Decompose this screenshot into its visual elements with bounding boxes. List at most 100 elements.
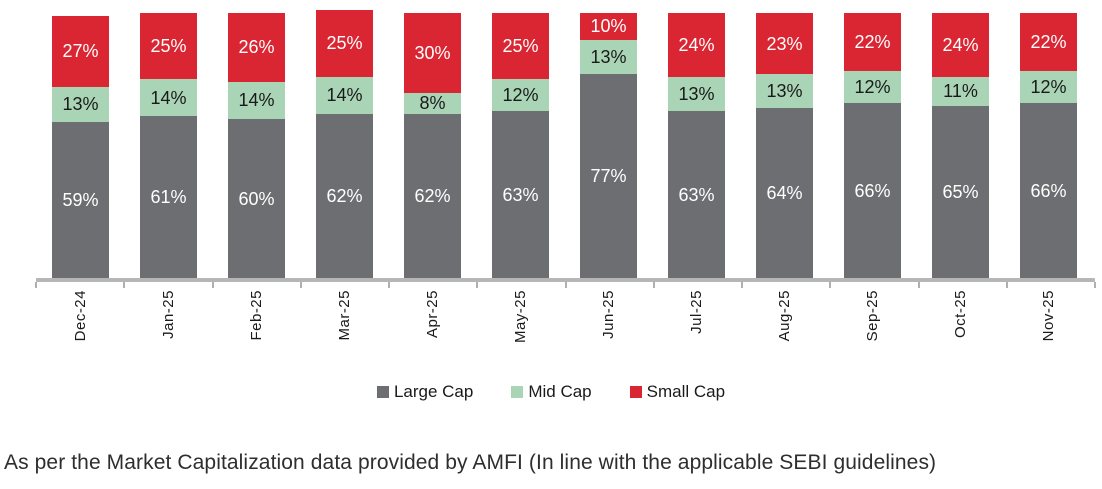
x-label-dec-24: Dec-24 xyxy=(72,290,89,342)
bar-sep-25: 22% 12% 66% xyxy=(844,13,901,278)
segment-small-cap-jul-25: 24% xyxy=(668,13,725,77)
segment-value-label: 30% xyxy=(414,42,451,63)
segment-mid-cap-oct-25: 11% xyxy=(932,76,989,106)
bar-jul-25: 24% 13% 63% xyxy=(668,13,725,278)
legend-item-large-cap: Large Cap xyxy=(376,382,473,402)
segment-mid-cap-dec-24: 13% xyxy=(52,87,109,122)
segment-value-label: 14% xyxy=(150,87,187,108)
axis-tick xyxy=(476,282,479,288)
x-label-cell: Jun-25 xyxy=(580,290,637,368)
segment-value-label: 25% xyxy=(502,36,539,57)
x-label-oct-25: Oct-25 xyxy=(952,290,969,339)
segment-value-label: 12% xyxy=(854,77,891,98)
legend-item-small-cap: Small Cap xyxy=(629,382,726,402)
x-label-cell: Dec-24 xyxy=(52,290,109,368)
segment-large-cap-jun-25: 77% xyxy=(580,73,637,278)
segment-value-label: 66% xyxy=(854,180,891,201)
segment-small-cap-mar-25: 25% xyxy=(316,10,373,77)
x-label-cell: Oct-25 xyxy=(932,290,989,368)
x-label-cell: Jul-25 xyxy=(668,290,725,368)
axis-tick xyxy=(299,282,302,288)
segment-value-label: 13% xyxy=(766,81,803,102)
x-label-may-25: May-25 xyxy=(512,290,529,344)
x-label-cell: Apr-25 xyxy=(404,290,461,368)
legend-swatch-mid-cap xyxy=(511,386,524,398)
x-label-cell: Nov-25 xyxy=(1020,290,1077,368)
x-label-apr-25: Apr-25 xyxy=(424,290,441,339)
segment-value-label: 14% xyxy=(238,90,275,111)
segment-value-label: 27% xyxy=(62,41,99,62)
x-label-cell: Mar-25 xyxy=(316,290,373,368)
segment-large-cap-jan-25: 61% xyxy=(140,116,197,278)
bar-feb-25: 26% 14% 60% xyxy=(228,13,285,278)
legend-swatch-small-cap xyxy=(629,386,642,398)
segment-small-cap-jun-25: 10% xyxy=(580,13,637,40)
segment-value-label: 12% xyxy=(502,85,539,106)
segment-large-cap-jul-25: 63% xyxy=(668,111,725,278)
bar-jun-25: 10% 13% 77% xyxy=(580,13,637,278)
segment-value-label: 23% xyxy=(766,33,803,54)
x-label-jun-25: Jun-25 xyxy=(600,290,617,339)
segment-value-label: 63% xyxy=(678,184,715,205)
legend-label-mid-cap: Mid Cap xyxy=(528,382,592,401)
segment-value-label: 66% xyxy=(1030,180,1067,201)
segment-value-label: 8% xyxy=(419,93,446,114)
segment-value-label: 22% xyxy=(1030,32,1067,53)
axis-tick xyxy=(1094,282,1096,288)
x-label-cell: Feb-25 xyxy=(228,290,285,368)
bar-mar-25: 25% 14% 62% xyxy=(316,10,373,278)
segment-value-label: 13% xyxy=(62,94,99,115)
segment-mid-cap-jan-25: 14% xyxy=(140,79,197,117)
segment-mid-cap-apr-25: 8% xyxy=(404,92,461,114)
segment-value-label: 25% xyxy=(326,33,363,54)
x-label-mar-25: Mar-25 xyxy=(336,290,353,341)
legend-item-mid-cap: Mid Cap xyxy=(511,382,592,402)
segment-value-label: 77% xyxy=(590,165,627,186)
segment-large-cap-may-25: 63% xyxy=(492,111,549,278)
segment-mid-cap-sep-25: 12% xyxy=(844,71,901,104)
x-label-aug-25: Aug-25 xyxy=(776,290,793,342)
axis-tick xyxy=(652,282,655,288)
segment-large-cap-aug-25: 64% xyxy=(756,108,813,278)
segment-mid-cap-jul-25: 13% xyxy=(668,76,725,112)
segment-value-label: 11% xyxy=(943,81,978,102)
x-label-cell: May-25 xyxy=(492,290,549,368)
segment-value-label: 24% xyxy=(678,34,715,55)
segment-value-label: 62% xyxy=(414,185,451,206)
legend-label-small-cap: Small Cap xyxy=(646,382,726,401)
segment-value-label: 24% xyxy=(942,34,979,55)
bar-may-25: 25% 12% 63% xyxy=(492,13,549,278)
segment-small-cap-apr-25: 30% xyxy=(404,13,461,93)
segment-value-label: 13% xyxy=(678,83,715,104)
axis-tick xyxy=(564,282,567,288)
plot-area: 27% 13% 59% 25% 14% 61% 26% 14% 60% 25% 14% 62% 30% 8… xyxy=(36,0,1095,278)
axis-tick xyxy=(123,282,126,288)
axis-tick xyxy=(35,282,37,288)
legend-swatch-large-cap xyxy=(376,386,389,398)
segment-mid-cap-nov-25: 12% xyxy=(1020,71,1077,104)
axis-tick xyxy=(211,282,214,288)
segment-large-cap-oct-25: 65% xyxy=(932,105,989,278)
segment-value-label: 14% xyxy=(326,85,363,106)
axis-tick xyxy=(388,282,390,288)
bar-dec-24: 27% 13% 59% xyxy=(52,15,109,278)
segment-value-label: 60% xyxy=(238,188,275,209)
segment-value-label: 25% xyxy=(150,36,187,57)
footnote: As per the Market Capitalization data pr… xyxy=(4,451,937,474)
axis-tick xyxy=(1005,282,1008,288)
segment-small-cap-aug-25: 23% xyxy=(756,13,813,74)
segment-mid-cap-aug-25: 13% xyxy=(756,73,813,109)
segment-small-cap-feb-25: 26% xyxy=(228,13,285,82)
bar-apr-25: 30% 8% 62% xyxy=(404,13,461,278)
x-label-jan-25: Jan-25 xyxy=(160,290,177,339)
segment-value-label: 26% xyxy=(238,37,275,58)
market-cap-stacked-bar-chart: 27% 13% 59% 25% 14% 61% 26% 14% 60% 25% 14% 62% 30% 8… xyxy=(35,0,1096,368)
bar-oct-25: 24% 11% 65% xyxy=(932,13,989,278)
axis-tick xyxy=(829,282,832,288)
x-label-cell: Aug-25 xyxy=(756,290,813,368)
segment-large-cap-nov-25: 66% xyxy=(1020,103,1077,278)
x-axis-line xyxy=(35,278,1096,288)
segment-value-label: 65% xyxy=(942,181,979,202)
axis-tick xyxy=(917,282,920,288)
